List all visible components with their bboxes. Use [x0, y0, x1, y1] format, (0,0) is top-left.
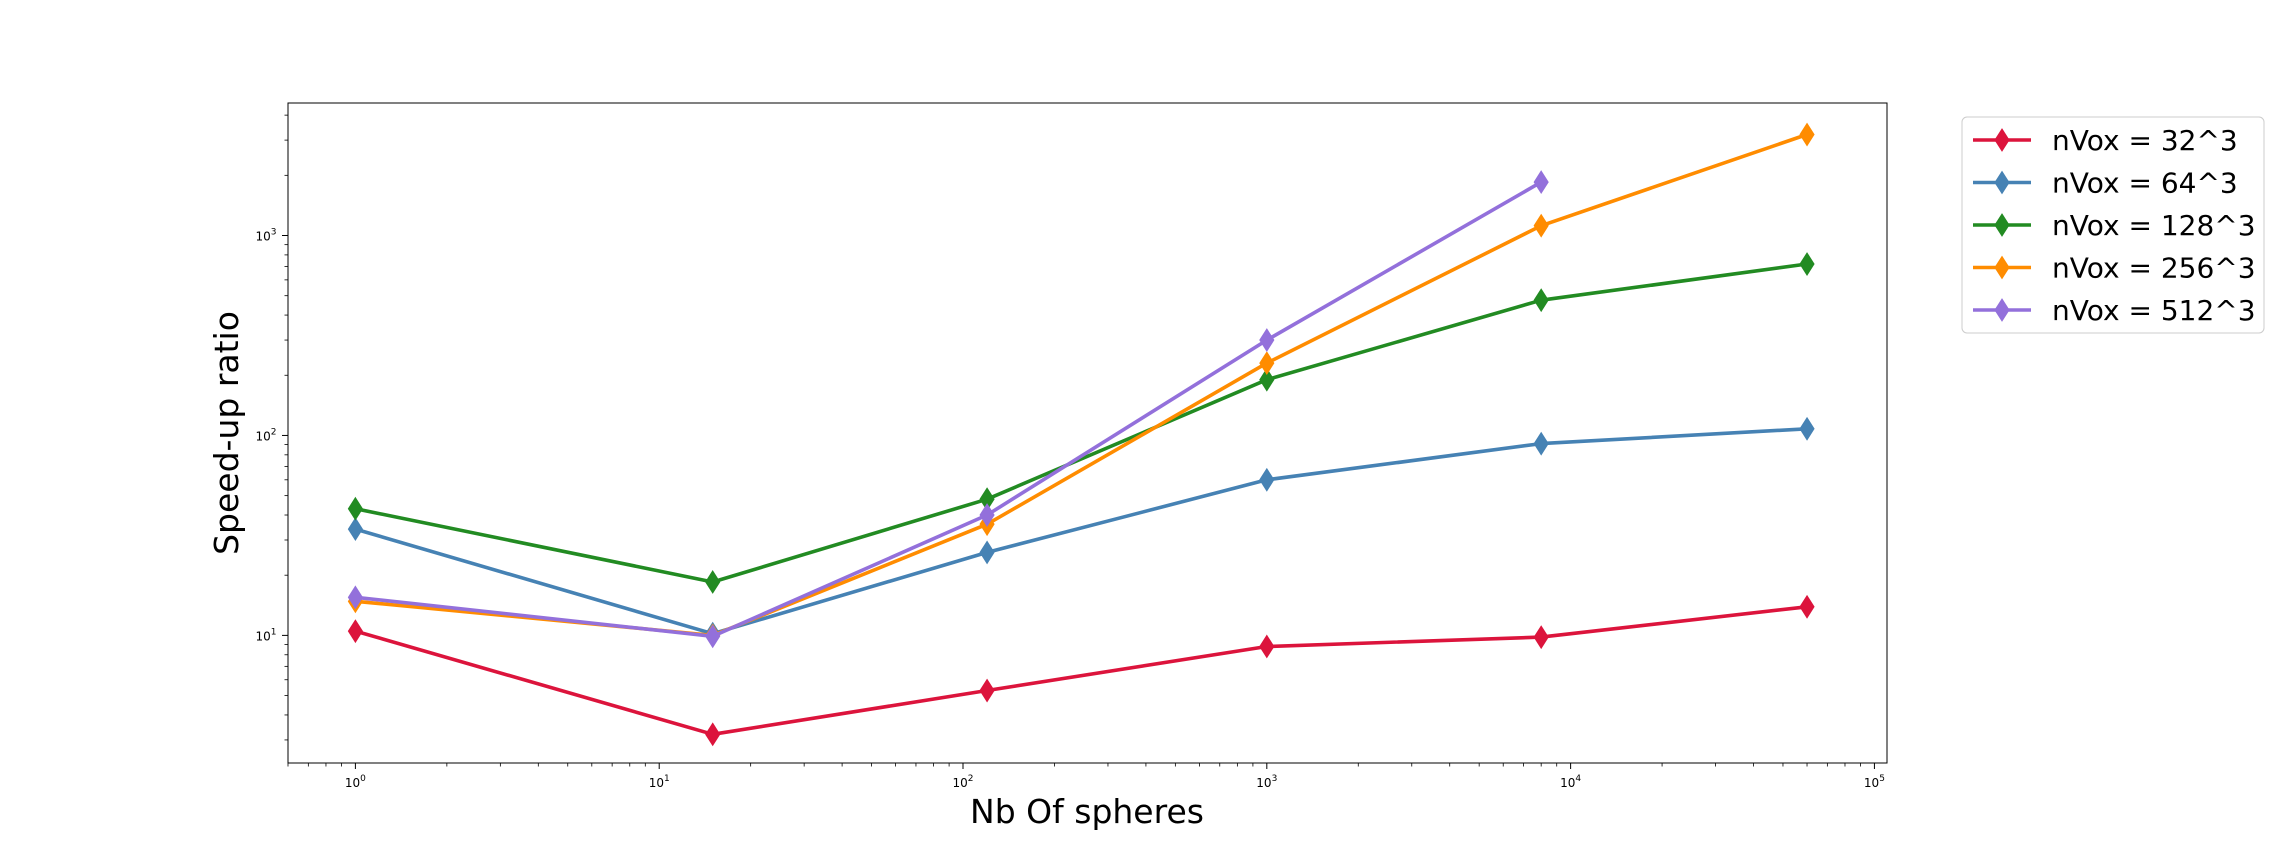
- x-axis-title: Nb Of spheres: [970, 792, 1204, 831]
- data-point: [1259, 328, 1275, 352]
- series-line: [353, 604, 1809, 737]
- legend: nVox = 32^3 nVox = 64^3 nVox = 128^3 nVox =…: [1961, 116, 2265, 334]
- x-tick-label: 103: [1256, 774, 1277, 790]
- data-point: [1533, 170, 1549, 195]
- y-tick-label: 102: [255, 427, 276, 443]
- legend-label: nVox = 256^3: [2052, 252, 2256, 285]
- data-point: [1533, 288, 1549, 313]
- series-line: [353, 180, 1543, 639]
- data-point: [979, 678, 995, 703]
- data-point: [1533, 625, 1549, 650]
- legend-label: nVox = 128^3: [2052, 209, 2256, 242]
- data-point: [705, 722, 721, 747]
- series-line: [353, 426, 1809, 636]
- series-3: [347, 122, 1815, 648]
- data-point: [1799, 122, 1815, 147]
- data-point: [1259, 367, 1275, 392]
- x-tick-label: 101: [649, 774, 670, 790]
- axes-frame: [287, 102, 1888, 764]
- legend-item: nVox = 512^3: [1973, 294, 2256, 327]
- data-point: [979, 503, 995, 527]
- x-tick-label: 100: [345, 774, 366, 790]
- series-4: [347, 170, 1549, 649]
- data-point: [1533, 213, 1549, 238]
- x-tick-label: 102: [953, 774, 974, 790]
- data-point: [979, 540, 995, 565]
- plot-marks: [347, 122, 1815, 747]
- x-tick-label: 105: [1864, 774, 1885, 790]
- legend-swatch-marker: [1994, 255, 2010, 280]
- legend-item: nVox = 256^3: [1973, 252, 2256, 285]
- legend-item: nVox = 32^3: [1973, 124, 2238, 157]
- legend-label: nVox = 64^3: [2052, 167, 2238, 200]
- data-point: [1259, 634, 1275, 659]
- y-axis-title: Speed-up ratio: [207, 311, 246, 555]
- x-axis-ticks: 100 101 102 103 104 105: [287, 763, 1885, 790]
- data-point: [1259, 467, 1275, 492]
- data-point: [1259, 351, 1275, 376]
- legend-swatch-marker: [1994, 298, 2010, 322]
- y-tick-label: 101: [255, 627, 276, 643]
- series-line: [353, 262, 1809, 584]
- legend-swatch-marker: [1994, 213, 2010, 237]
- legend-label: nVox = 512^3: [2052, 294, 2256, 327]
- data-point: [1799, 416, 1815, 441]
- x-tick-label: 104: [1560, 774, 1581, 790]
- data-point: [1533, 431, 1549, 456]
- data-point: [705, 570, 721, 594]
- legend-label: nVox = 32^3: [2052, 124, 2238, 157]
- series-2: [347, 252, 1815, 594]
- y-tick-label: 103: [255, 228, 276, 244]
- legend-swatch-marker: [1994, 170, 2010, 195]
- legend-item: nVox = 128^3: [1973, 209, 2256, 242]
- legend-item: nVox = 64^3: [1973, 167, 2238, 200]
- data-point: [347, 496, 363, 521]
- y-axis-ticks: 101 102 103: [255, 114, 288, 741]
- data-point: [347, 517, 363, 542]
- series-1: [347, 416, 1815, 646]
- data-point: [347, 619, 363, 644]
- data-point: [347, 585, 363, 610]
- legend-box: [1961, 116, 2265, 334]
- data-point: [1799, 252, 1815, 276]
- series-line: [353, 132, 1809, 638]
- series-0: [347, 594, 1815, 747]
- data-point: [1799, 594, 1815, 619]
- data-point: [705, 624, 721, 649]
- legend-swatch-marker: [1994, 128, 2010, 152]
